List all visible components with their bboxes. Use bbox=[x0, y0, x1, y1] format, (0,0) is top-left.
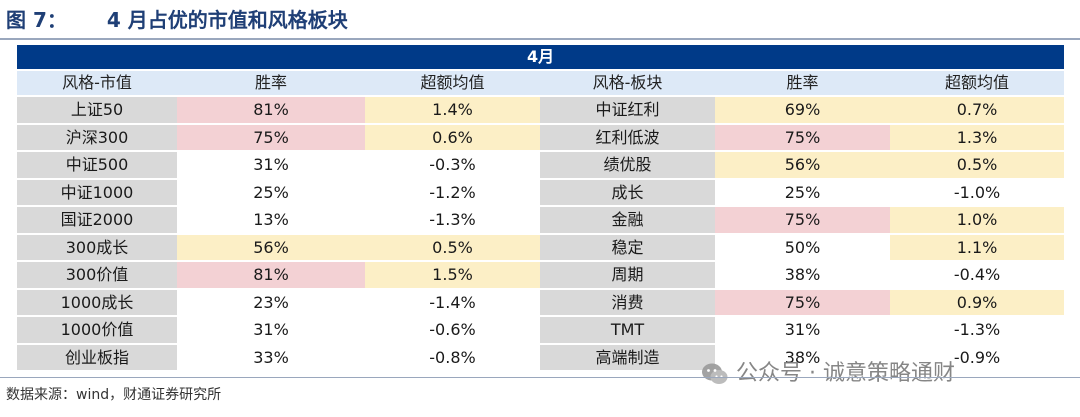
size-win-rate: 75% bbox=[177, 124, 365, 150]
table-row: 1000价值 31% -0.6% TMT 31% -1.3% bbox=[17, 317, 1064, 343]
table-row: 300成长 56% 0.5% 稳定 50% 1.1% bbox=[17, 234, 1065, 260]
sector-win-rate: 38% bbox=[784, 265, 821, 284]
header-excess-mean: 超额均值 bbox=[890, 71, 1065, 95]
table-row: 创业板指 33% -0.8% 高端制造 38% -0.9% bbox=[17, 344, 1064, 370]
sector-style-name: 稳定 bbox=[540, 234, 715, 260]
sector-excess-mean: -0.4% bbox=[953, 265, 1001, 284]
table-row: 1000成长 23% -1.4% 消费 75% 0.9% bbox=[17, 289, 1065, 315]
sector-style-name: 周期 bbox=[540, 262, 715, 288]
header-size-style: 风格-市值 bbox=[17, 71, 177, 95]
sector-style-name: 中证红利 bbox=[540, 97, 715, 123]
sector-win-rate: 69% bbox=[715, 97, 890, 123]
month-header-row: 4月 bbox=[17, 45, 1065, 69]
column-header-row: 风格-市值 胜率 超额均值 风格-板块 胜率 超额均值 bbox=[17, 71, 1065, 95]
sector-win-rate: 75% bbox=[715, 124, 890, 150]
figure-title: 图 7： 4 月占优的市值和风格板块 bbox=[6, 6, 348, 34]
size-style-name: 沪深300 bbox=[17, 124, 177, 150]
size-win-rate: 31% bbox=[253, 155, 289, 174]
table-row: 沪深300 75% 0.6% 红利低波 75% 1.3% bbox=[17, 124, 1065, 150]
size-style-name: 上证50 bbox=[17, 97, 177, 123]
table-row: 中证500 31% -0.3% 绩优股 56% 0.5% bbox=[17, 152, 1065, 178]
sector-excess-mean: 1.0% bbox=[890, 207, 1065, 233]
figure-label: 图 7： bbox=[6, 8, 67, 32]
size-excess-mean: -1.4% bbox=[429, 292, 476, 312]
header-sector-style: 风格-板块 bbox=[540, 71, 715, 95]
sector-excess-mean: -0.9% bbox=[953, 347, 1001, 367]
sector-win-rate: 25% bbox=[784, 182, 821, 202]
size-style-name: 300成长 bbox=[17, 234, 177, 260]
sector-excess-mean: 1.3% bbox=[890, 124, 1065, 150]
sector-style-name: TMT bbox=[540, 317, 715, 343]
sector-style-name: 红利低波 bbox=[540, 124, 715, 150]
watermark-text: 公众号 · 诚意策略通财 bbox=[736, 361, 955, 386]
sector-win-rate: 38% bbox=[784, 347, 821, 367]
table-row: 上证50 81% 1.4% 中证红利 69% 0.7% bbox=[17, 97, 1065, 123]
sector-style-name: 金融 bbox=[540, 207, 715, 233]
header-excess-mean: 超额均值 bbox=[365, 71, 540, 95]
sector-style-name: 消费 bbox=[540, 289, 715, 315]
size-style-name: 中证1000 bbox=[17, 179, 177, 205]
sector-win-rate: 56% bbox=[715, 152, 890, 178]
size-win-rate: 25% bbox=[253, 182, 289, 202]
size-excess-mean: -0.6% bbox=[429, 320, 476, 339]
sector-win-rate: 50% bbox=[784, 237, 821, 257]
size-excess-mean: 1.5% bbox=[365, 262, 540, 288]
size-win-rate: 23% bbox=[253, 292, 289, 312]
size-win-rate: 31% bbox=[253, 320, 289, 339]
sector-excess-mean: 0.7% bbox=[890, 97, 1065, 123]
size-win-rate: 13% bbox=[253, 210, 289, 229]
sector-excess-mean: 1.1% bbox=[890, 234, 1065, 260]
size-win-rate: 33% bbox=[253, 347, 289, 367]
table-row: 中证1000 25% -1.2% 成长 25% -1.0% bbox=[17, 179, 1064, 205]
sector-excess-mean: -1.0% bbox=[953, 182, 1001, 202]
size-win-rate: 81% bbox=[177, 262, 365, 288]
size-excess-mean: 1.4% bbox=[365, 97, 540, 123]
size-style-name: 1000成长 bbox=[17, 289, 177, 315]
sector-style-name: 高端制造 bbox=[540, 344, 715, 370]
size-style-name: 1000价值 bbox=[17, 317, 177, 343]
sector-style-name: 绩优股 bbox=[540, 152, 715, 178]
source-note: 数据来源：wind，财通证券研究所 bbox=[6, 387, 222, 403]
size-excess-mean: 0.5% bbox=[365, 234, 540, 260]
style-performance-table: 4月 风格-市值 胜率 超额均值 风格-板块 胜率 超额均值 上证50 81% 1.… bbox=[17, 43, 1065, 372]
size-win-rate: 56% bbox=[177, 234, 365, 260]
size-style-name: 国证2000 bbox=[17, 207, 177, 233]
size-style-name: 300价值 bbox=[17, 262, 177, 288]
bottom-rule bbox=[0, 377, 1080, 378]
size-win-rate: 81% bbox=[177, 97, 365, 123]
sector-excess-mean: 0.9% bbox=[890, 289, 1065, 315]
size-style-name: 中证500 bbox=[17, 152, 177, 178]
sector-win-rate: 75% bbox=[715, 207, 890, 233]
wechat-icon bbox=[702, 363, 728, 384]
table-row: 300价值 81% 1.5% 周期 38% -0.4% bbox=[17, 262, 1064, 288]
sector-win-rate: 31% bbox=[784, 320, 821, 339]
sector-win-rate: 75% bbox=[715, 289, 890, 315]
size-style-name: 创业板指 bbox=[17, 344, 177, 370]
sector-excess-mean: 0.5% bbox=[890, 152, 1065, 178]
watermark: 公众号 · 诚意策略通财 bbox=[700, 356, 955, 392]
table-row: 国证2000 13% -1.3% 金融 75% 1.0% bbox=[17, 207, 1065, 233]
size-excess-mean: -0.8% bbox=[429, 347, 476, 367]
top-rule bbox=[0, 38, 1080, 40]
size-excess-mean: -1.3% bbox=[429, 210, 476, 229]
sector-excess-mean: -1.3% bbox=[953, 320, 1001, 339]
figure-title-text: 4 月占优的市值和风格板块 bbox=[106, 8, 348, 32]
size-excess-mean: 0.6% bbox=[365, 124, 540, 150]
size-excess-mean: -1.2% bbox=[429, 182, 476, 202]
header-win-rate: 胜率 bbox=[177, 71, 365, 95]
month-label: 4月 bbox=[17, 45, 1065, 69]
size-excess-mean: -0.3% bbox=[429, 155, 476, 174]
sector-style-name: 成长 bbox=[540, 179, 715, 205]
header-win-rate: 胜率 bbox=[715, 71, 890, 95]
